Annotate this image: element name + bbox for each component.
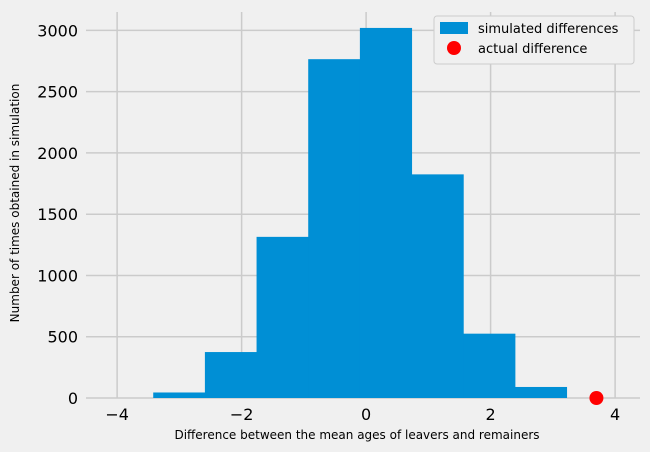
- legend-box: [433, 15, 635, 65]
- histogram-bar: [463, 333, 516, 398]
- x-tick-label: −2: [230, 405, 254, 424]
- x-tick-label: −4: [105, 405, 129, 424]
- y-tick-label: 2500: [37, 83, 78, 102]
- y-tick-label: 500: [47, 328, 78, 347]
- legend: simulated differences actual difference: [433, 15, 635, 65]
- actual-difference-points: [589, 391, 604, 405]
- x-tick-label: 0: [361, 405, 371, 424]
- histogram-bar: [308, 59, 361, 399]
- histogram-bar: [256, 236, 309, 398]
- y-axis-label: Number of times obtained in simulation: [8, 84, 22, 323]
- x-tick-label: 4: [610, 405, 620, 424]
- x-axis-label: Difference between the mean ages of leav…: [174, 428, 539, 442]
- histogram-bar: [204, 352, 258, 398]
- x-tick-labels: −4 −2 0 2 4: [105, 405, 620, 424]
- legend-label-simulated: simulated differences: [478, 22, 619, 37]
- y-tick-label: 1500: [37, 205, 78, 224]
- actual-difference-point: [589, 391, 604, 405]
- y-tick-label: 1000: [37, 266, 78, 285]
- histogram-bar: [153, 392, 206, 398]
- histogram-bars: [153, 27, 568, 399]
- y-tick-label: 0: [68, 389, 78, 408]
- y-tick-labels: 0 500 1000 1500 2000 2500 3000: [37, 21, 78, 408]
- histogram-bar: [411, 174, 464, 398]
- x-tick-label: 2: [486, 405, 496, 424]
- histogram-bar: [359, 27, 413, 399]
- y-tick-label: 2000: [37, 144, 78, 163]
- histogram-bar: [514, 386, 568, 398]
- legend-label-actual: actual difference: [478, 42, 587, 57]
- legend-swatch-actual: [447, 41, 461, 55]
- legend-swatch-simulated: [440, 22, 468, 34]
- y-tick-label: 3000: [37, 21, 78, 40]
